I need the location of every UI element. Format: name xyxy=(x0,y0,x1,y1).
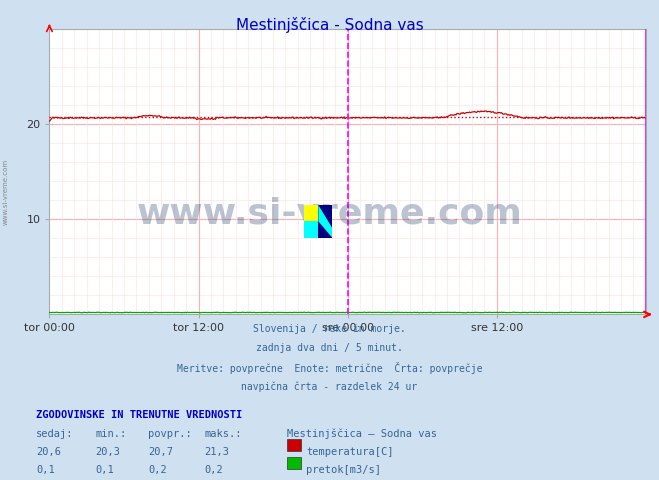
Text: Mestinjščica – Sodna vas: Mestinjščica – Sodna vas xyxy=(287,429,437,439)
Polygon shape xyxy=(318,205,332,238)
Polygon shape xyxy=(318,205,332,238)
Text: 0,1: 0,1 xyxy=(36,465,55,475)
Text: temperatura[C]: temperatura[C] xyxy=(306,447,394,457)
Text: 20,3: 20,3 xyxy=(96,447,121,457)
Text: 21,3: 21,3 xyxy=(204,447,229,457)
Text: maks.:: maks.: xyxy=(204,429,242,439)
Text: Meritve: povprečne  Enote: metrične  Črta: povprečje: Meritve: povprečne Enote: metrične Črta:… xyxy=(177,362,482,374)
Bar xyxy=(304,221,318,238)
Text: 0,1: 0,1 xyxy=(96,465,114,475)
Text: ZGODOVINSKE IN TRENUTNE VREDNOSTI: ZGODOVINSKE IN TRENUTNE VREDNOSTI xyxy=(36,410,243,420)
Text: min.:: min.: xyxy=(96,429,127,439)
Text: navpična črta - razdelek 24 ur: navpična črta - razdelek 24 ur xyxy=(241,382,418,392)
Text: www.si-vreme.com: www.si-vreme.com xyxy=(136,197,523,230)
Text: 20,6: 20,6 xyxy=(36,447,61,457)
Text: Slovenija / reke in morje.: Slovenija / reke in morje. xyxy=(253,324,406,334)
Text: 0,2: 0,2 xyxy=(148,465,167,475)
Text: zadnja dva dni / 5 minut.: zadnja dva dni / 5 minut. xyxy=(256,343,403,353)
Text: sedaj:: sedaj: xyxy=(36,429,74,439)
Text: Mestinjščica - Sodna vas: Mestinjščica - Sodna vas xyxy=(236,17,423,33)
Bar xyxy=(304,205,318,221)
Text: 20,7: 20,7 xyxy=(148,447,173,457)
Text: www.si-vreme.com: www.si-vreme.com xyxy=(2,159,9,225)
Text: povpr.:: povpr.: xyxy=(148,429,192,439)
Text: 0,2: 0,2 xyxy=(204,465,223,475)
Text: pretok[m3/s]: pretok[m3/s] xyxy=(306,465,382,475)
